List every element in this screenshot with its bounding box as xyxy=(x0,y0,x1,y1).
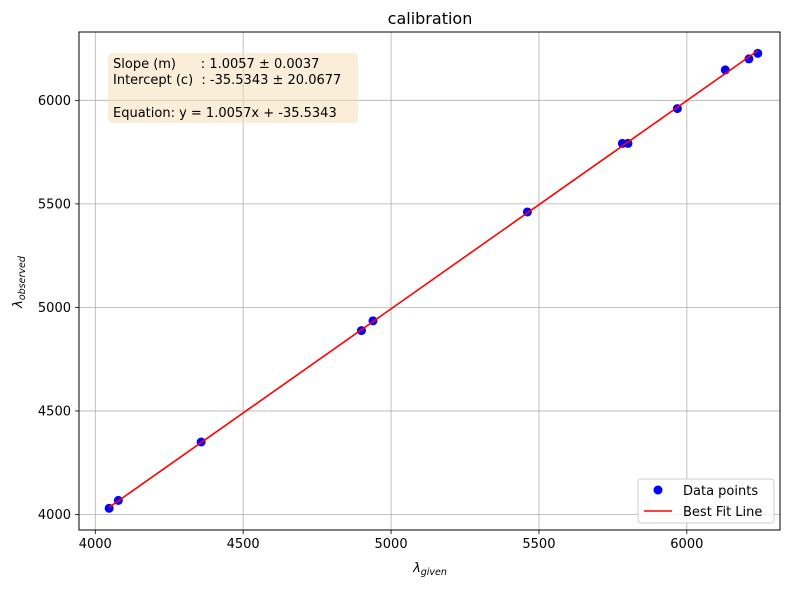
annotation-line-intercept: Intercept (c) : -35.5343 ± 20.0677 xyxy=(113,73,341,88)
best-fit-line xyxy=(108,49,759,508)
annotation-line-slope: Slope (m) : 1.0057 ± 0.0037 xyxy=(113,57,319,72)
x-axis-label-sub: given xyxy=(421,567,447,578)
x-tick-label: 6000 xyxy=(670,537,703,552)
data-point xyxy=(753,48,763,58)
y-tick-label: 4000 xyxy=(38,508,71,523)
legend-label-data-points: Data points xyxy=(683,484,758,499)
legend-box xyxy=(637,478,775,524)
legend-marker-data-points xyxy=(653,485,663,495)
x-axis-label: λgiven xyxy=(412,561,447,578)
y-tick-label: 5500 xyxy=(38,197,71,212)
chart-title: calibration xyxy=(388,9,473,28)
x-tick-label: 4000 xyxy=(79,537,112,552)
x-tick-label: 5500 xyxy=(522,537,555,552)
data-point xyxy=(744,54,754,64)
fit-annotation: Slope (m) : 1.0057 ± 0.0037 Intercept (c… xyxy=(108,53,358,123)
legend-label-best-fit-line: Best Fit Line xyxy=(683,505,762,520)
annotation-box xyxy=(108,53,358,123)
best-fit-line-path xyxy=(108,49,759,508)
x-axis-label-main: λ xyxy=(412,561,421,576)
y-axis-ticks: 4000 4500 5000 5500 6000 xyxy=(38,94,79,523)
y-axis-label: λobserved xyxy=(11,255,28,309)
x-tick-label: 5000 xyxy=(375,537,408,552)
plot-frame xyxy=(78,31,781,531)
y-axis-label-sub: observed xyxy=(17,255,28,300)
y-tick-label: 6000 xyxy=(38,94,71,109)
x-tick-label: 4500 xyxy=(227,537,260,552)
x-axis-ticks: 4000 4500 5000 5500 6000 xyxy=(79,530,703,552)
annotation-line-equation: Equation: y = 1.0057x + -35.5343 xyxy=(113,106,337,121)
y-tick-label: 5000 xyxy=(38,301,71,316)
legend: Data points Best Fit Line xyxy=(637,478,775,524)
y-tick-label: 4500 xyxy=(38,404,71,419)
y-axis-label-main: λ xyxy=(11,300,26,309)
